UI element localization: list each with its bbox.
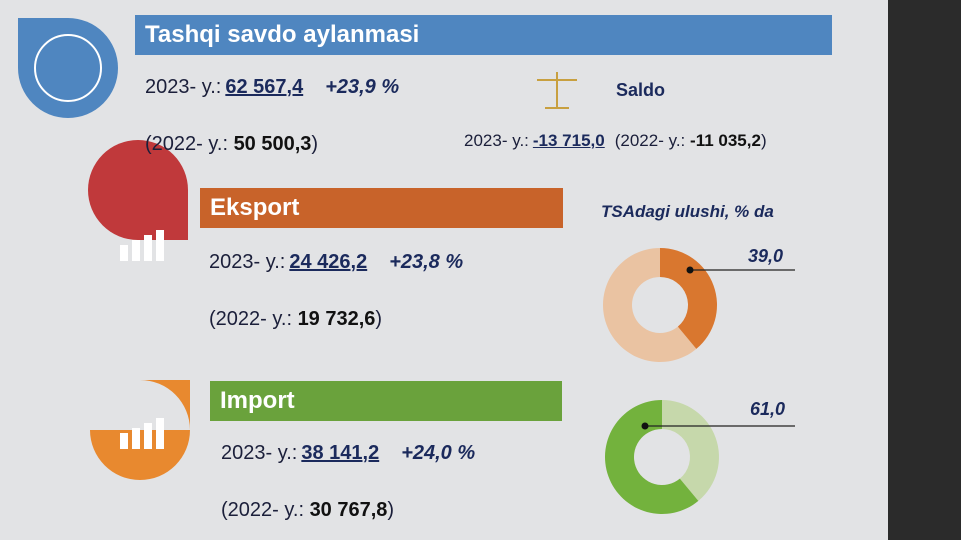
year-label: 2023- y.: <box>209 251 286 273</box>
growth: +23,9 % <box>325 76 400 98</box>
saldo-title: Saldo <box>616 80 666 100</box>
paren: ) <box>311 133 319 155</box>
prev-label: (2022- y.: <box>209 308 292 330</box>
prev-value: 30 767,8 <box>309 499 388 521</box>
leader-dot <box>641 422 649 430</box>
import-header: Import <box>210 381 562 421</box>
share-label: 61,0 <box>750 399 786 419</box>
import-current: 2023- y.: 38 141,2 +24,0 % <box>221 442 475 465</box>
graphics <box>18 18 795 514</box>
donut-share <box>660 248 717 349</box>
donut-rest <box>602 247 697 362</box>
year-label: 2023- y.: <box>145 76 222 98</box>
paren: ) <box>375 308 383 330</box>
value: 24 426,2 <box>289 251 368 273</box>
value: 38 141,2 <box>301 442 380 464</box>
prev-label: (2022- y.: <box>614 131 686 150</box>
year-label: 2023- y.: <box>464 131 529 150</box>
total-current: 2023- y.: 62 567,4 +23,9 % <box>145 76 399 99</box>
share-label: 39,0 <box>748 246 784 266</box>
panel: Tashqi savdo aylanmasi 2023- y.: 62 567,4… <box>0 0 888 540</box>
export-header: Eksport <box>200 188 563 228</box>
icon-ring <box>34 34 102 102</box>
export-icon <box>88 140 188 240</box>
total-icon <box>18 18 118 118</box>
prev-value: 19 732,6 <box>297 308 376 330</box>
paren: ) <box>760 131 767 150</box>
year-label: 2023- y.: <box>221 442 298 464</box>
prev-label: (2022- y.: <box>145 133 228 155</box>
prev-value: 50 500,3 <box>233 133 312 155</box>
donut-share <box>604 400 699 514</box>
prev-label: (2022- y.: <box>221 499 304 521</box>
export-prev: (2022- y.: 19 732,6) <box>209 308 382 331</box>
donut-rest <box>662 400 719 501</box>
total-header: Tashqi savdo aylanmasi <box>135 15 832 55</box>
icon-bars <box>120 230 164 449</box>
growth: +23,8 % <box>389 251 464 273</box>
share-title: TSAdagi ulushi, % da <box>601 202 774 221</box>
leader-dot <box>686 266 694 274</box>
total-prev: (2022- y.: 50 500,3) <box>145 133 318 156</box>
prev-value: -11 035,2 <box>690 131 761 150</box>
paren: ) <box>387 499 395 521</box>
value: -13 715,0 <box>532 131 605 150</box>
scales-icon <box>537 72 577 109</box>
saldo-line: 2023- y.: -13 715,0 (2022- y.: -11 035,2) <box>464 131 767 151</box>
export-current: 2023- y.: 24 426,2 +23,8 % <box>209 251 463 274</box>
import-prev: (2022- y.: 30 767,8) <box>221 499 394 522</box>
growth: +24,0 % <box>401 442 476 464</box>
value: 62 567,4 <box>225 76 304 98</box>
